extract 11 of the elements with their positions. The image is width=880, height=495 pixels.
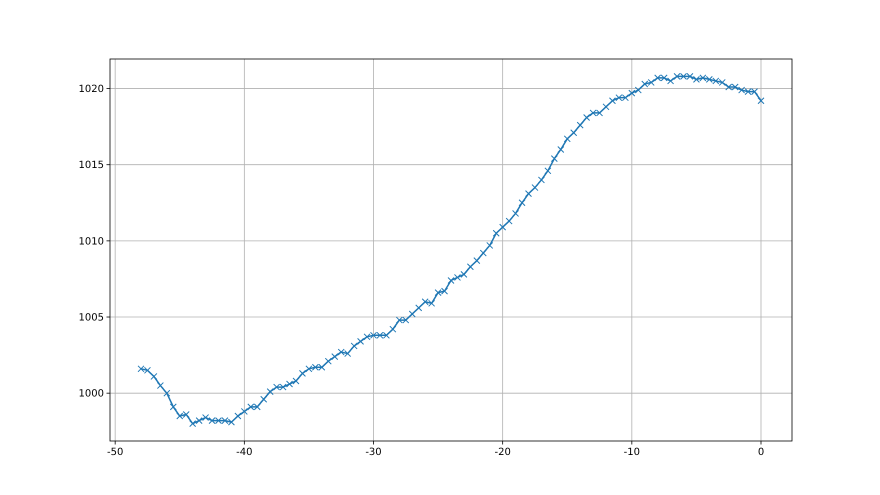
x-tick-label: -50 [106, 447, 124, 458]
x-tick-label: -10 [624, 447, 640, 458]
x-tick-label: -20 [494, 447, 511, 458]
x-tick-label: -30 [365, 447, 382, 458]
x-tick-label: -40 [236, 447, 253, 458]
y-tick-label: 1020 [78, 84, 104, 96]
y-tick-label: 1015 [78, 160, 104, 172]
x-tick-label: 0 [758, 447, 764, 458]
y-tick-label: 1000 [78, 388, 104, 400]
y-tick-label: 1005 [78, 312, 104, 324]
y-tick-label: 1010 [78, 236, 104, 248]
